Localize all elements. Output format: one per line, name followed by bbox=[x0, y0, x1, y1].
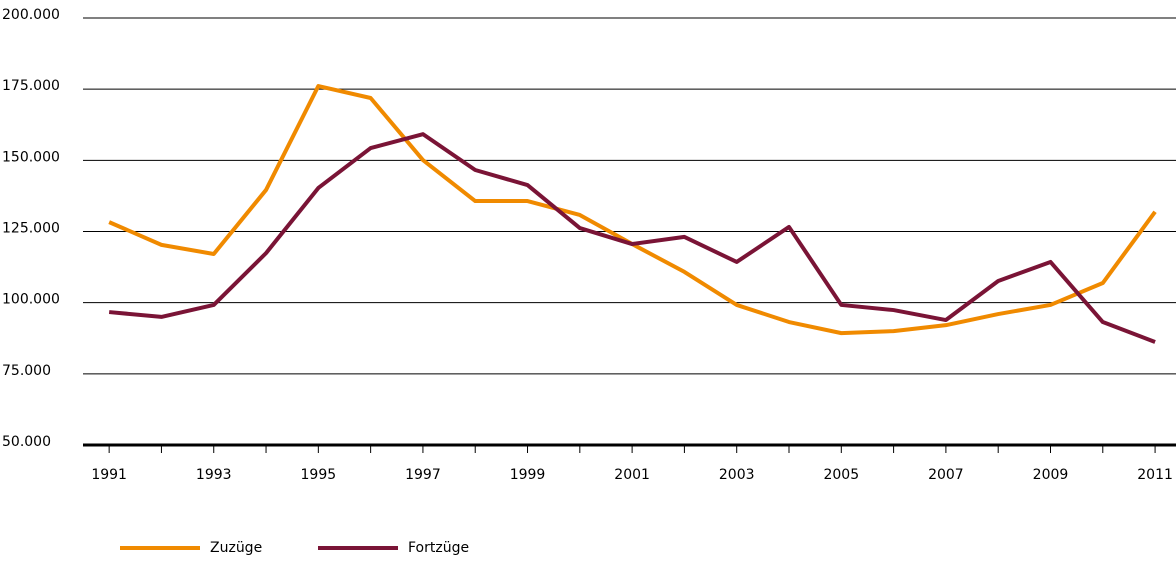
legend-label: Zuzüge bbox=[210, 540, 262, 556]
x-tick-label: 1997 bbox=[405, 467, 441, 483]
x-tick-label: 1999 bbox=[510, 467, 546, 483]
x-tick-label: 2009 bbox=[1033, 467, 1069, 483]
x-tick-label: 1993 bbox=[196, 467, 232, 483]
legend-label: Fortzüge bbox=[408, 540, 469, 556]
x-tick-label: 1995 bbox=[301, 467, 337, 483]
y-tick-label: 200.000 bbox=[2, 7, 60, 23]
x-tick-label: 2003 bbox=[719, 467, 755, 483]
x-tick-label: 2007 bbox=[928, 467, 964, 483]
x-tick-label: 2011 bbox=[1137, 467, 1173, 483]
y-tick-label: 75.000 bbox=[2, 363, 51, 379]
data-line bbox=[108, 84, 1157, 336]
data-line bbox=[108, 132, 1156, 344]
y-tick-label: 175.000 bbox=[2, 78, 60, 94]
y-tick-label: 125.000 bbox=[2, 221, 60, 237]
x-tick-label: 1991 bbox=[91, 467, 127, 483]
y-tick-label: 100.000 bbox=[2, 292, 60, 308]
x-tick-label: 2001 bbox=[614, 467, 650, 483]
y-tick-label: 150.000 bbox=[2, 149, 60, 165]
x-tick-label: 2005 bbox=[823, 467, 859, 483]
y-tick-label: 50.000 bbox=[2, 434, 51, 450]
